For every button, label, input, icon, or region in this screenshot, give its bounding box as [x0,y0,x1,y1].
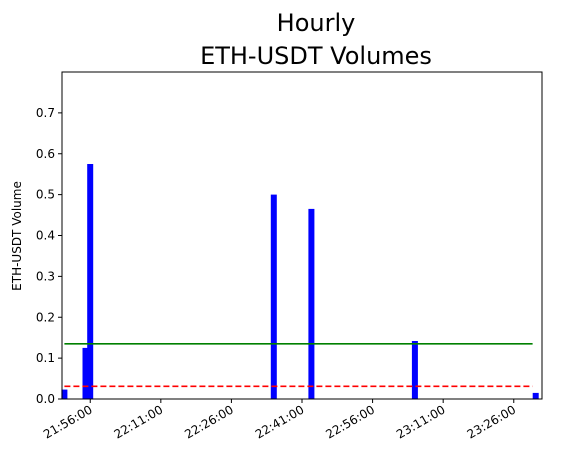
volume-bar [87,164,94,399]
volume-bar [532,392,539,399]
y-tick-label: 0.5 [36,188,55,202]
x-tick-label: 22:41:00 [253,402,307,441]
volume-bar [270,194,277,399]
x-tick-label: 22:11:00 [112,402,166,441]
y-tick-label: 0.1 [36,351,55,365]
y-axis-label: ETH-USDT Volume [10,181,24,291]
y-tick-label: 0.0 [36,392,55,406]
x-tick-label: 23:26:00 [465,402,519,441]
volume-bar [61,389,68,399]
x-tick-label: 23:11:00 [394,402,448,441]
y-tick-label: 0.3 [36,269,55,283]
chart-title-line-1: Hourly [277,9,356,37]
x-tick-label: 21:56:00 [41,402,95,441]
volume-bar [82,347,89,399]
y-tick-label: 0.2 [36,310,55,324]
x-tick-label: 22:56:00 [323,402,377,441]
y-tick-label: 0.4 [36,229,55,243]
chart-title-line-2: ETH-USDT Volumes [200,42,432,70]
plot-frame [61,71,543,400]
volume-bar [411,341,418,399]
x-tick-label: 22:26:00 [182,402,236,441]
volume-bar [308,208,315,399]
y-tick-label: 0.7 [36,106,55,120]
y-tick-label: 0.6 [36,147,55,161]
